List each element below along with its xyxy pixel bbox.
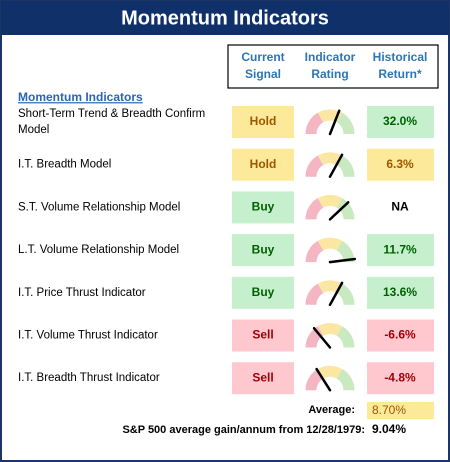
signal-cell bbox=[232, 191, 294, 224]
column-header: Return* bbox=[378, 67, 422, 81]
signal-cell bbox=[232, 362, 294, 395]
benchmark: 9.04% bbox=[372, 422, 406, 436]
gauge-segment bbox=[336, 198, 355, 220]
gauge-segment bbox=[336, 155, 355, 178]
gauge-segment bbox=[336, 112, 355, 135]
average-cell bbox=[367, 402, 434, 419]
average-label: Average: bbox=[308, 404, 355, 416]
gauge-segment bbox=[305, 198, 324, 220]
gauge-needle bbox=[315, 367, 332, 392]
indicator-name: L.T. Volume Relationship Model bbox=[18, 244, 179, 256]
gauge-needle bbox=[328, 153, 344, 178]
signal: Sell bbox=[252, 370, 273, 384]
signal-cell bbox=[232, 106, 294, 138]
signal-cell bbox=[232, 234, 294, 267]
return: NA bbox=[391, 200, 409, 214]
indicator-name: Model bbox=[18, 124, 49, 136]
gauge-segment bbox=[305, 155, 324, 178]
gauge-needle bbox=[328, 281, 344, 307]
gauge-segment bbox=[317, 152, 343, 166]
gauge-segment bbox=[336, 283, 355, 306]
signal-cell bbox=[232, 319, 294, 352]
return-cell bbox=[367, 148, 434, 181]
return-cell bbox=[367, 276, 434, 309]
return-cell bbox=[367, 362, 434, 395]
gauge-segment bbox=[305, 283, 324, 306]
signal: Buy bbox=[252, 200, 275, 214]
signal: Hold bbox=[250, 157, 277, 171]
gauge-segment bbox=[317, 280, 343, 294]
title: Momentum Indicators bbox=[121, 7, 329, 29]
return-cell bbox=[367, 319, 434, 352]
gauge-segment bbox=[336, 368, 355, 391]
gauge-segment bbox=[305, 112, 324, 135]
indicator-name: I.T. Breadth Thrust Indicator bbox=[18, 372, 160, 384]
indicator-name: Short-Term Trend & Breadth Confirm bbox=[18, 108, 205, 120]
benchmark-label: S&P 500 average gain/annum from 12/28/19… bbox=[122, 424, 365, 436]
indicator-name: S.T. Volume Relationship Model bbox=[18, 201, 180, 213]
column-header: Indicator bbox=[305, 50, 356, 64]
gauge-segment bbox=[336, 240, 355, 263]
gauge-needle bbox=[328, 257, 357, 264]
return: 13.6% bbox=[383, 285, 417, 299]
gauge-segment bbox=[305, 326, 324, 348]
return: 6.3% bbox=[386, 157, 414, 171]
gauge-segment bbox=[317, 194, 343, 208]
signal-cell bbox=[232, 276, 294, 309]
column-header: Current bbox=[241, 50, 284, 64]
gauge-segment bbox=[317, 237, 343, 251]
gauge-needle bbox=[328, 201, 350, 221]
gauge-segment bbox=[317, 323, 343, 337]
gauge-segment bbox=[336, 326, 355, 348]
gauge-segment bbox=[317, 365, 343, 379]
title-bar bbox=[1, 1, 449, 35]
return: -4.8% bbox=[384, 370, 416, 384]
gauge-needle bbox=[328, 109, 341, 136]
header-box bbox=[227, 44, 439, 89]
return: 11.7% bbox=[383, 242, 417, 256]
indicator-name: I.T. Price Thrust Indicator bbox=[18, 287, 146, 299]
signal: Hold bbox=[250, 114, 277, 128]
indicator-name: I.T. Volume Thrust Indicator bbox=[18, 330, 158, 342]
gauge-needle bbox=[312, 326, 332, 349]
average: 8.70% bbox=[372, 403, 406, 417]
gauge-segment bbox=[305, 240, 324, 263]
column-header: Historical bbox=[373, 50, 428, 64]
gauge-segment bbox=[317, 109, 343, 123]
signal-cell bbox=[232, 148, 294, 181]
column-header: Signal bbox=[245, 67, 281, 81]
signal: Buy bbox=[252, 285, 275, 299]
return-cell bbox=[367, 106, 434, 138]
signal: Buy bbox=[252, 242, 275, 256]
signal: Sell bbox=[252, 328, 273, 342]
indicator-name: I.T. Breadth Model bbox=[18, 159, 111, 171]
section-label: Momentum Indicators bbox=[18, 90, 143, 104]
column-header: Rating bbox=[311, 67, 348, 81]
return-cell bbox=[367, 234, 434, 267]
return: 32.0% bbox=[383, 114, 417, 128]
return: -6.6% bbox=[384, 328, 416, 342]
